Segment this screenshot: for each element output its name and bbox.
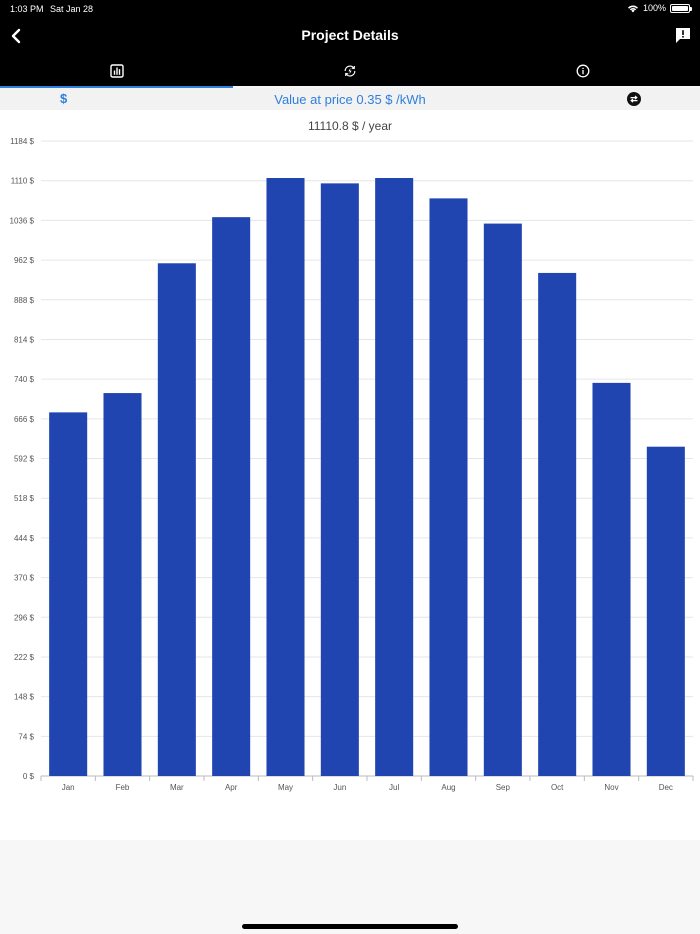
currency-icon[interactable]: $	[60, 91, 68, 106]
bar-oct	[538, 272, 577, 776]
wifi-icon	[627, 4, 638, 12]
y-tick-label: 0 $	[23, 772, 35, 781]
bar-jul	[375, 178, 414, 776]
bar-jan	[49, 412, 88, 776]
bar-aug	[429, 198, 468, 776]
battery-icon	[670, 3, 692, 13]
energy-cycle-icon	[344, 65, 356, 77]
y-tick-label: 518 $	[14, 494, 35, 503]
tab-energy[interactable]	[233, 56, 466, 86]
bar-sep	[483, 223, 522, 776]
y-tick-label: 370 $	[14, 574, 35, 583]
x-tick-label: Jan	[62, 783, 75, 792]
chart-card: 11110.8 $ / year 0 $ 74 $ 148 $ 222 $ 296 $ 3…	[0, 110, 700, 840]
y-tick-label: 592 $	[14, 455, 35, 464]
y-tick-label: 222 $	[14, 653, 35, 662]
status-indicators: 100%	[627, 3, 692, 13]
bar-mar	[157, 263, 196, 776]
tab-bar	[0, 56, 700, 88]
x-tick-label: Aug	[441, 783, 455, 792]
y-tick-label: 1184 $	[10, 137, 34, 146]
status-date: Sat Jan 28	[50, 4, 94, 14]
y-tick-label: 814 $	[14, 335, 35, 344]
y-tick-label: 1036 $	[10, 216, 35, 225]
feedback-icon[interactable]	[674, 26, 692, 44]
bar-feb	[103, 393, 142, 776]
chevron-left-icon[interactable]	[6, 25, 28, 47]
price-value-bar: $ Value at price 0.35 $ /kWh	[0, 88, 700, 110]
y-tick-label: 148 $	[14, 693, 35, 702]
bar-apr	[212, 217, 251, 776]
y-tick-label: 1110 $	[11, 177, 35, 186]
bar-chart-icon	[109, 64, 124, 78]
x-tick-label: Oct	[551, 783, 564, 792]
y-tick-label: 74 $	[18, 732, 34, 741]
x-tick-label: Nov	[604, 783, 618, 792]
bar-jun	[320, 183, 359, 776]
home-indicator[interactable]	[242, 924, 458, 929]
info-icon	[576, 64, 590, 78]
monthly-value-chart: 0 $ 74 $ 148 $ 222 $ 296 $ 370 $ 444 $ 518 $ 592…	[10, 137, 694, 792]
y-tick-label: 444 $	[14, 534, 35, 543]
y-tick-label: 962 $	[14, 256, 35, 265]
y-tick-label: 296 $	[14, 613, 35, 622]
status-bar: 1:03 PM Sat Jan 28 100%	[0, 0, 700, 18]
tab-info[interactable]	[467, 56, 700, 86]
y-tick-label: 666 $	[14, 415, 35, 424]
x-tick-label: Feb	[116, 783, 130, 792]
battery-percent: 100%	[642, 3, 666, 13]
x-tick-label: Mar	[170, 783, 184, 792]
x-tick-label: Jun	[333, 783, 346, 792]
swap-icon[interactable]	[627, 92, 641, 106]
x-tick-label: May	[278, 783, 293, 792]
app-header: 1:03 PM Sat Jan 28 100% Project Details	[0, 0, 700, 88]
price-label: Value at price 0.35 $ /kWh	[274, 92, 426, 107]
status-time: 1:03 PM	[10, 4, 44, 14]
battery-fill	[672, 5, 688, 11]
y-tick-label: 888 $	[14, 296, 35, 305]
annual-total: 11110.8 $ / year	[307, 119, 393, 133]
x-tick-label: Jul	[389, 783, 399, 792]
x-tick-label: Apr	[225, 783, 238, 792]
tab-chart[interactable]	[0, 56, 234, 88]
bar-may	[266, 178, 305, 776]
x-tick-label: Sep	[496, 783, 511, 792]
x-tick-label: Dec	[659, 783, 673, 792]
page-title: Project Details	[301, 27, 399, 43]
bar-nov	[592, 382, 631, 776]
bar-dec	[646, 446, 685, 776]
y-tick-label: 740 $	[14, 375, 35, 384]
